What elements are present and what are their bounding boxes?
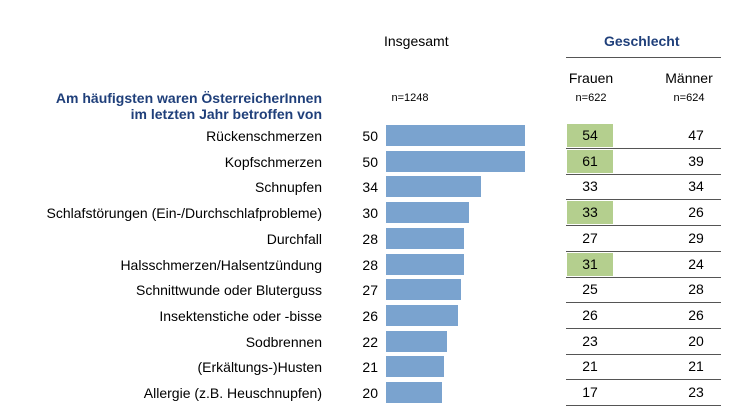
female-value-cell: 27 — [582, 229, 598, 246]
total-bar — [386, 382, 442, 403]
total-value-label: 21 — [362, 359, 378, 376]
row-divider — [566, 225, 721, 227]
total-bar — [386, 253, 464, 275]
column-header-female: Frauen — [568, 70, 614, 86]
row-divider — [566, 302, 721, 304]
total-value-label: 20 — [362, 385, 378, 401]
female-value-cell: 54 — [567, 124, 613, 147]
total-value-label: 27 — [362, 282, 378, 299]
total-value-label: 22 — [362, 333, 378, 350]
female-value-cell: 25 — [582, 281, 598, 298]
row-divider — [566, 250, 721, 252]
total-value-label: 28 — [362, 230, 378, 247]
male-value-cell: 26 — [688, 204, 704, 221]
total-bar — [386, 356, 445, 378]
total-bar — [386, 125, 525, 146]
row-divider — [566, 379, 721, 381]
male-value-cell: 47 — [688, 127, 704, 143]
total-bar — [386, 227, 464, 249]
female-value-cell: 21 — [582, 358, 598, 375]
male-value-cell: 26 — [688, 306, 704, 323]
row-label: Rückenschmerzen — [206, 128, 322, 144]
row-label: Schnupfen — [255, 179, 322, 196]
question-title: Am häufigsten waren ÖsterreicherInnen im… — [56, 90, 322, 122]
sample-size-total: n=1248 — [391, 92, 429, 104]
male-value-cell: 39 — [688, 152, 704, 169]
row-divider — [566, 148, 721, 149]
female-value-cell: 23 — [582, 332, 598, 349]
row-divider — [566, 199, 721, 201]
row-label: Durchfall — [266, 230, 322, 247]
male-value-cell: 20 — [688, 332, 704, 349]
male-value-cell: 21 — [688, 358, 704, 375]
question-line-1: Am häufigsten waren ÖsterreicherInnen — [55, 90, 322, 106]
row-label: Allergie (z.B. Heuschnupfen) — [143, 385, 322, 401]
row-label: Sodbrennen — [245, 333, 322, 350]
sample-size-female: n=622 — [575, 92, 607, 104]
total-value-label: 26 — [362, 307, 378, 324]
row-label: (Erkältungs-)Husten — [197, 359, 323, 376]
total-bar — [386, 330, 448, 352]
sample-size-male: n=624 — [673, 92, 705, 104]
row-divider — [566, 405, 721, 406]
row-label: Halsschmerzen/Halsentzündung — [120, 256, 322, 273]
question-line-2: im letzten Jahr betroffen von — [130, 106, 322, 122]
male-value-cell: 28 — [688, 281, 704, 298]
total-value-label: 34 — [362, 179, 378, 196]
total-bar — [386, 150, 525, 172]
row-divider — [566, 327, 721, 329]
female-value-cell: 61 — [567, 149, 613, 173]
row-label: Schnittwunde oder Bluterguss — [136, 282, 322, 299]
female-value-cell: 33 — [582, 178, 598, 195]
row-divider — [566, 353, 721, 355]
total-value-label: 50 — [362, 128, 378, 144]
female-value-cell: 31 — [567, 252, 613, 276]
male-value-cell: 24 — [688, 255, 704, 272]
female-value-cell: 26 — [582, 306, 598, 323]
row-label: Insektenstiche oder -bisse — [159, 307, 322, 324]
row-label: Schlafstörungen (Ein-/Durchschlafproblem… — [46, 205, 322, 222]
row-label: Kopfschmerzen — [224, 153, 322, 170]
column-header-gender: Geschlecht — [604, 33, 680, 49]
total-value-label: 50 — [362, 153, 378, 170]
row-divider — [566, 276, 721, 278]
total-bar — [386, 304, 459, 326]
total-bar — [386, 202, 470, 224]
female-value-cell: 33 — [567, 201, 613, 225]
total-value-label: 30 — [362, 205, 378, 222]
gender-header-divider — [566, 57, 721, 58]
male-value-cell: 34 — [688, 178, 704, 195]
row-divider — [566, 173, 721, 175]
total-value-label: 28 — [362, 256, 378, 273]
column-header-male: Männer — [665, 70, 713, 86]
total-bar — [386, 279, 462, 301]
male-value-cell: 29 — [688, 229, 704, 246]
total-bar — [386, 176, 481, 198]
column-header-total: Insgesamt — [384, 33, 449, 49]
female-value-cell: 17 — [582, 384, 598, 400]
male-value-cell: 23 — [688, 384, 704, 400]
